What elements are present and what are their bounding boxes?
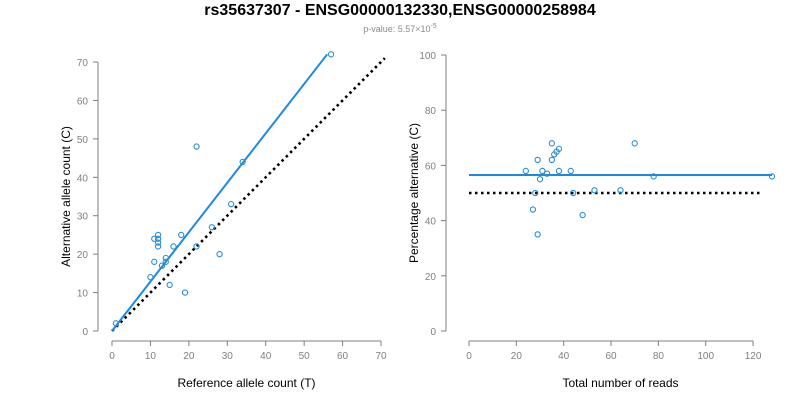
data-point — [536, 176, 544, 183]
x-tick-label: 10 — [145, 351, 157, 362]
x-axis-label: Total number of reads — [562, 376, 678, 390]
data-point — [579, 211, 586, 219]
data-point — [154, 239, 162, 246]
x-tick-label: 0 — [109, 351, 115, 362]
y-tick-label: 10 — [77, 289, 89, 300]
data-point — [570, 189, 577, 197]
y-tick-label: 70 — [77, 58, 89, 69]
data-point — [327, 51, 335, 58]
y-tick-label: 50 — [77, 135, 89, 146]
data-point — [147, 274, 154, 281]
data-point — [650, 173, 657, 180]
y-tick-label: 30 — [77, 212, 89, 223]
x-tick-label: 70 — [375, 351, 387, 362]
data-point — [522, 167, 529, 175]
x-tick-label: 60 — [605, 351, 617, 362]
data-point — [162, 258, 169, 265]
y-axis-label: Alternative allele count (C) — [59, 126, 73, 267]
y-tick-label: 0 — [430, 327, 436, 338]
x-tick-label: 20 — [511, 351, 523, 362]
data-point — [154, 231, 162, 239]
y-axis-label: Percentage alternative (C) — [407, 123, 421, 263]
p-value-text: p-value: 5.57×10 — [363, 24, 431, 34]
y-tick-label: 20 — [77, 250, 89, 261]
data-point — [193, 243, 200, 250]
data-point — [591, 187, 598, 194]
data-point — [151, 235, 158, 242]
x-axis-label: Reference allele count (T) — [177, 376, 315, 390]
reference-line — [111, 57, 386, 332]
y-tick-label: 20 — [425, 272, 437, 283]
data-point — [534, 156, 541, 164]
p-value-exponent: -5 — [430, 23, 437, 30]
chart-title: rs35637307 - ENSG00000132330,ENSG0000025… — [204, 2, 596, 19]
right-scatter-panel: 0 20 40 60 80 100 120 0 20 40 60 80 100 Total number … — [407, 51, 776, 390]
left-scatter-panel: 0 10 20 30 40 50 60 70 0 10 20 30 40 50 60 70 Reference … — [59, 51, 387, 390]
data-point — [162, 254, 169, 262]
data-point — [555, 145, 563, 152]
data-point — [178, 231, 185, 239]
x-tick-label: 100 — [697, 351, 714, 362]
data-point — [154, 243, 162, 250]
data-point — [532, 189, 539, 197]
data-point — [539, 167, 546, 175]
data-point — [170, 243, 177, 250]
y-tick-label: 40 — [77, 173, 89, 184]
data-point — [555, 167, 563, 175]
data-point — [158, 262, 166, 269]
y-tick-label: 0 — [82, 327, 88, 338]
x-tick-label: 0 — [466, 351, 472, 362]
data-point — [216, 250, 223, 258]
data-point — [154, 235, 162, 242]
data-point — [567, 167, 574, 175]
x-tick-label: 40 — [260, 351, 272, 362]
fit-line — [111, 53, 328, 332]
data-point — [768, 173, 776, 180]
x-tick-label: 50 — [299, 351, 311, 362]
data-point — [166, 281, 173, 289]
data-point — [631, 140, 638, 147]
x-tick-label: 40 — [558, 351, 570, 362]
data-point — [617, 187, 624, 194]
y-tick-label: 40 — [425, 217, 437, 228]
y-tick-label: 60 — [77, 96, 89, 107]
data-point — [151, 258, 158, 265]
y-tick-label: 100 — [419, 51, 436, 62]
data-point — [227, 201, 235, 208]
x-tick-label: 60 — [337, 351, 349, 362]
x-tick-label: 80 — [653, 351, 665, 362]
x-tick-label: 20 — [183, 351, 195, 362]
data-point — [548, 156, 556, 164]
data-point — [543, 170, 551, 177]
data-point — [548, 140, 556, 147]
y-tick-label: 80 — [425, 106, 437, 117]
chart-subtitle: p-value: 5.57×10-5 — [0, 23, 800, 34]
data-point — [239, 158, 246, 166]
x-tick-label: 120 — [745, 351, 762, 362]
data-point — [181, 289, 189, 296]
x-tick-label: 30 — [222, 351, 234, 362]
y-tick-label: 60 — [425, 161, 437, 172]
data-point — [529, 206, 537, 213]
data-point — [193, 143, 200, 150]
data-point — [534, 231, 541, 238]
data-point — [208, 224, 216, 231]
data-point — [112, 320, 119, 327]
